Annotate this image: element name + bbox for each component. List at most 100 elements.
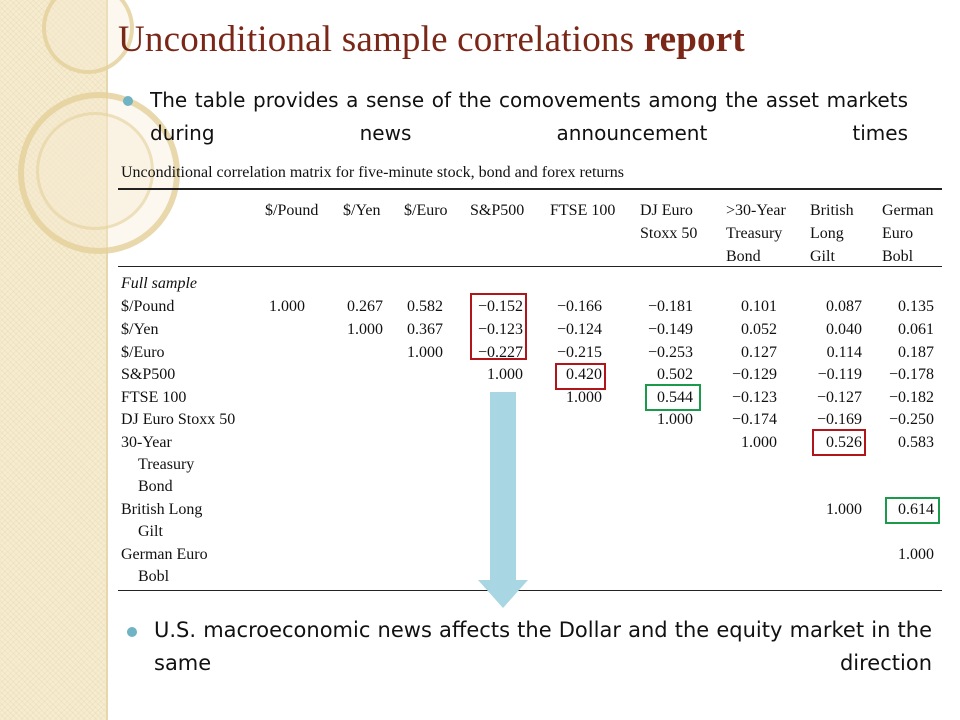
bullet-text-1: The table provides a sense of the comove… [150,88,908,145]
column-header: German Euro Bobl [882,199,934,268]
table-cell: −0.152 [477,298,523,315]
table-cell: −0.127 [816,389,862,406]
column-header-line: Gilt [810,248,835,265]
row-label: Gilt [138,523,163,540]
column-header-line: Bobl [882,248,914,265]
row-label: British Long [121,501,203,518]
column-header: British Long Gilt [810,199,854,268]
bullet-icon [127,627,137,637]
table-cell: −0.149 [647,321,693,338]
column-header: $/Pound [265,199,318,222]
column-header: >30-Year Treasury Bond [726,199,786,268]
row-label: $/Pound [121,298,175,315]
row-label: S&P500 [121,366,176,383]
highlight-box [470,293,527,360]
table-cell: −0.250 [888,411,934,428]
row-label: 30-Year [121,434,172,451]
table-cell: 0.267 [347,298,383,315]
table-cell: 1.000 [657,411,693,428]
table-cell: 0.187 [898,344,934,361]
table-cell: −0.123 [477,321,523,338]
table-cell: −0.182 [888,389,934,406]
highlight-box [555,363,606,390]
table-cell: −0.169 [816,411,862,428]
column-header-line: British [810,202,854,219]
table-cell: 0.502 [657,366,693,383]
table-cell: −0.178 [888,366,934,383]
decorative-ring [42,0,134,74]
column-header: $/Yen [343,199,381,222]
table-caption: Unconditional correlation matrix for fiv… [121,164,624,181]
row-label: German Euro [121,546,208,563]
highlight-box [812,429,866,456]
table-cell: 0.544 [657,389,693,406]
table-cell: 0.052 [741,321,777,338]
column-header: DJ Euro Stoxx 50 [640,199,697,245]
title-emphasis: report [643,19,745,60]
table-cell: −0.253 [647,344,693,361]
table-cell: 1.000 [826,501,862,518]
column-header-line: >30-Year [726,202,786,219]
row-label: DJ Euro Stoxx 50 [121,411,236,428]
column-header-line: Euro [882,225,914,242]
bullet-icon [123,96,133,106]
table-cell: 0.583 [898,434,934,451]
table-cell: 0.614 [898,501,934,518]
table-cell: 0.061 [898,321,934,338]
table-cell: 0.420 [566,366,602,383]
table-cell: 0.367 [407,321,443,338]
table-cell: −0.123 [731,389,777,406]
row-label: $/Yen [121,321,159,338]
column-header-line: $/Pound [265,202,319,219]
table-header-rule [118,266,942,267]
table-cell: 0.101 [741,298,777,315]
table-cell: 0.087 [826,298,862,315]
table-cell: 0.040 [826,321,862,338]
table-top-rule [118,188,942,190]
decorative-ring [36,112,154,230]
table-cell: −0.227 [477,344,523,361]
title-main: Unconditional sample correlations [118,19,635,60]
table-cell: 1.000 [407,344,443,361]
column-header: FTSE 100 [550,199,615,222]
column-header-line: FTSE 100 [550,202,616,219]
column-header-line: Bond [726,248,761,265]
table-cell: 0.526 [826,434,862,451]
row-label: Bobl [138,568,170,585]
table-cell: −0.124 [556,321,602,338]
column-header-line: $/Euro [404,202,448,219]
column-header: S&P500 [470,199,524,222]
highlight-box [645,384,701,411]
column-header-line: $/Yen [343,202,381,219]
table-cell: 0.114 [826,344,862,361]
table-cell: −0.174 [731,411,777,428]
table-cell: 0.135 [898,298,934,315]
table-cell: 1.000 [487,366,523,383]
table-bottom-rule [118,590,942,591]
row-label: Bond [138,478,173,495]
table-cell: 1.000 [566,389,602,406]
column-header-line: S&P500 [470,202,525,219]
row-label: $/Euro [121,344,165,361]
table-cell: 0.582 [407,298,443,315]
table-cell: 1.000 [347,321,383,338]
column-header: $/Euro [404,199,448,222]
highlight-box [885,497,940,524]
section-label: Full sample [121,275,197,292]
column-header-line: Stoxx 50 [640,225,698,242]
table-cell: −0.166 [556,298,602,315]
down-arrow-shaft [490,392,516,580]
table-cell: 0.127 [741,344,777,361]
bullet-text-2: U.S. macroeconomic news affects the Doll… [154,618,932,675]
column-header-line: DJ Euro [640,202,693,219]
column-header-line: German [882,202,934,219]
table-cell: 1.000 [741,434,777,451]
down-arrow-icon [478,580,528,608]
row-label: Treasury [138,456,195,473]
table-cell: −0.129 [731,366,777,383]
column-header-line: Treasury [726,225,783,242]
table-cell: 1.000 [898,546,934,563]
table-cell: −0.119 [817,366,862,383]
table-cell: −0.181 [647,298,693,315]
row-label: FTSE 100 [121,389,187,406]
